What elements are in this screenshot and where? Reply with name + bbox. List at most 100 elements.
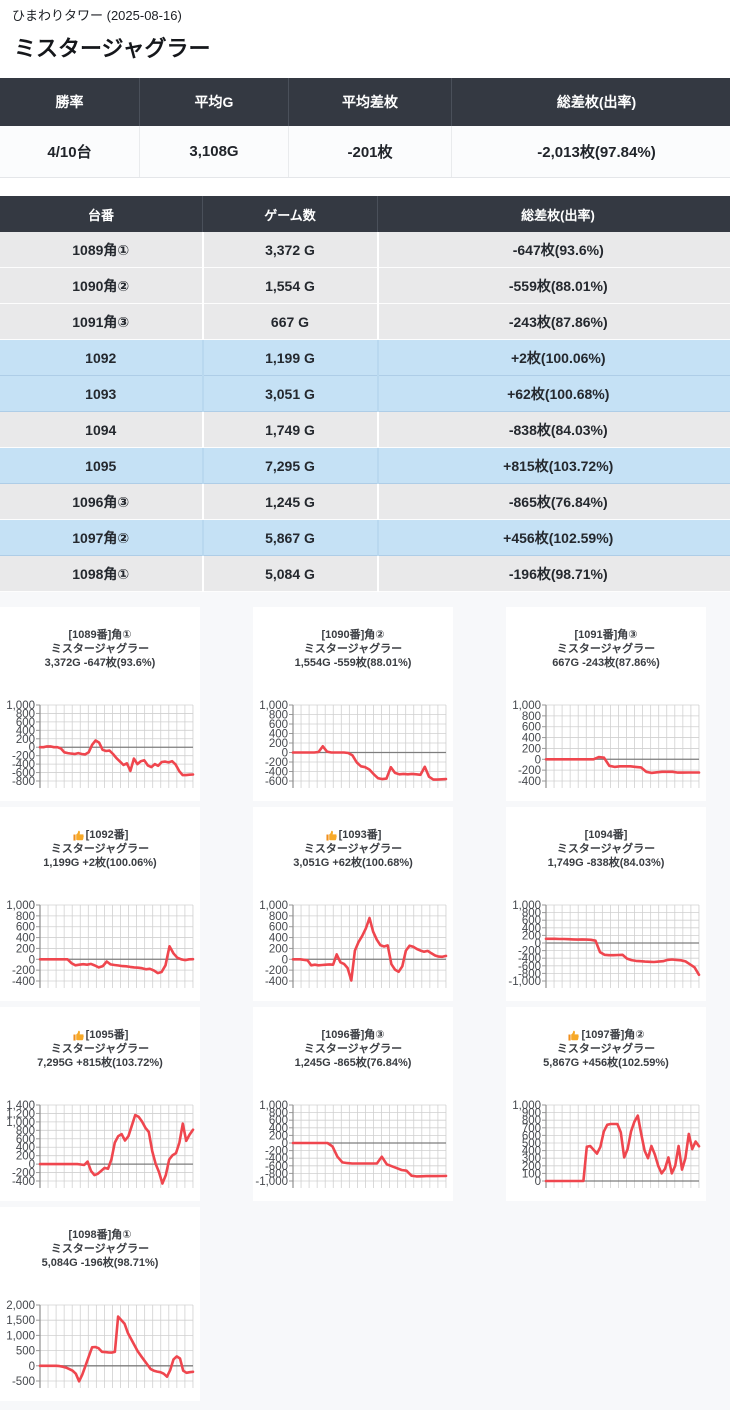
chart-stats: 5,084G -196枚(98.71%) — [42, 1256, 159, 1270]
chart-title-text: [1093番] — [339, 828, 382, 842]
chart-model-name: ミスタージャグラー — [304, 842, 402, 856]
chart-title: [1091番]角③ — [574, 628, 637, 642]
chart-stats: 1,749G -838枚(84.03%) — [548, 856, 665, 870]
chart-title: [1089番]角① — [68, 628, 131, 642]
chart-title-text: [1090番]角② — [321, 628, 384, 642]
y-axis-tick-label: 0 — [29, 1361, 35, 1373]
machine-cell-games: 667 G — [203, 304, 378, 340]
machine-header-cell: 台番 — [0, 196, 203, 232]
chart-title-text: [1098番]角① — [68, 1228, 131, 1242]
summary-header-cell: 平均差枚 — [289, 78, 452, 126]
machine-cell-number: 1095 — [0, 448, 203, 484]
chart-title: [1095番] — [72, 1028, 129, 1042]
chart-title: [1092番] — [72, 828, 129, 842]
machine-header-cell: 総差枚(出率) — [378, 196, 730, 232]
machine-cell-number: 1098角① — [0, 556, 203, 592]
machine-cell-diff: +456枚(102.59%) — [378, 520, 730, 556]
chart-model-name: ミスタージャグラー — [557, 1042, 655, 1056]
chart-model-name: ミスタージャグラー — [304, 1042, 402, 1056]
machine-cell-diff: -647枚(93.6%) — [378, 232, 730, 268]
machine-cell-diff: +815枚(103.72%) — [378, 448, 730, 484]
machine-header-row: 台番ゲーム数総差枚(出率) — [0, 196, 730, 232]
machine-cell-games: 1,554 G — [203, 268, 378, 304]
y-axis-tick-label: -800 — [12, 776, 35, 788]
thumbs-up-icon — [72, 829, 85, 842]
machine-cell-number: 1091角③ — [0, 304, 203, 340]
chart-title-text: [1095番] — [86, 1028, 129, 1042]
summary-header-cell: 総差枚(出率) — [452, 78, 730, 126]
chart-stats: 1,199G +2枚(100.06%) — [43, 856, 156, 870]
y-axis-tick-label: -500 — [12, 1376, 35, 1388]
machine-cell-number: 1096角③ — [0, 484, 203, 520]
chart-title-text: [1097番]角② — [581, 1028, 644, 1042]
chart-title: [1097番]角② — [567, 1028, 644, 1042]
machine-cell-number: 1092 — [0, 340, 203, 376]
machine-cell-games: 7,295 G — [203, 448, 378, 484]
y-axis-tick-label: 2,000 — [6, 1300, 35, 1312]
machine-cell-games: 3,372 G — [203, 232, 378, 268]
chart-title: [1093番] — [325, 828, 382, 842]
y-axis-tick-label: -600 — [265, 776, 288, 788]
summary-header-cell: 勝率 — [0, 78, 140, 126]
chart-title-text: [1094番] — [585, 828, 628, 842]
machine-cell-diff: -559枚(88.01%) — [378, 268, 730, 304]
chart-stats: 3,372G -647枚(93.6%) — [45, 656, 156, 670]
y-axis-tick-label: 1,000 — [6, 1330, 35, 1342]
machine-cell-diff: -243枚(87.86%) — [378, 304, 730, 340]
machine-cell-games: 3,051 G — [203, 376, 378, 412]
chart-model-name: ミスタージャグラー — [557, 842, 655, 856]
chart-model-name: ミスタージャグラー — [51, 1242, 149, 1256]
machine-cell-number: 1089角① — [0, 232, 203, 268]
y-axis-tick-label: -400 — [265, 976, 288, 988]
machine-cell-games: 1,245 G — [203, 484, 378, 520]
y-axis-tick-label: -1,000 — [255, 1176, 288, 1188]
y-axis-tick-label: 1,500 — [6, 1315, 35, 1327]
machine-cell-games: 1,749 G — [203, 412, 378, 448]
y-axis-tick-label: -1,000 — [508, 976, 541, 988]
machine-cell-number: 1094 — [0, 412, 203, 448]
thumbs-up-icon — [325, 829, 338, 842]
summary-value-cell: -2,013枚(97.84%) — [452, 126, 730, 178]
chart-stats: 667G -243枚(87.86%) — [552, 656, 660, 670]
chart-model-name: ミスタージャグラー — [51, 642, 149, 656]
chart-title: [1094番] — [585, 828, 628, 842]
y-axis-tick-label: -400 — [12, 976, 35, 988]
y-axis-tick-label: -400 — [518, 776, 541, 788]
chart-stats: 7,295G +815枚(103.72%) — [37, 1056, 163, 1070]
summary-header-cell: 平均G — [140, 78, 289, 126]
chart-title-text: [1096番]角③ — [321, 1028, 384, 1042]
chart-title-text: [1092番] — [86, 828, 129, 842]
chart-stats: 1,245G -865枚(76.84%) — [295, 1056, 412, 1070]
machine-cell-number: 1093 — [0, 376, 203, 412]
summary-value-cell: -201枚 — [289, 126, 452, 178]
y-axis-tick-label: 0 — [535, 1176, 541, 1188]
